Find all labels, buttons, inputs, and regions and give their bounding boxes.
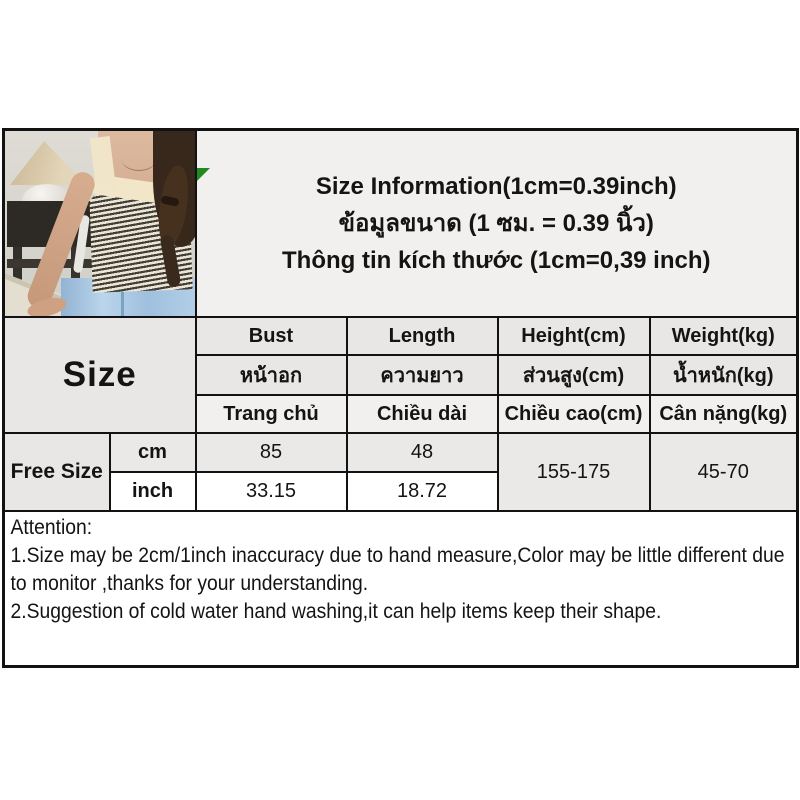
green-corner-flag-icon <box>197 168 210 181</box>
length-inch-value: 18.72 <box>345 471 499 512</box>
bust-cm-value: 85 <box>194 432 348 473</box>
header-bust-vi: Trang chủ <box>194 394 348 434</box>
header-height-vi: Chiều cao(cm) <box>496 394 651 434</box>
header-length-en: Length <box>345 316 499 356</box>
attention-note: Attention: 1.Size may be 2cm/1inch inacc… <box>6 513 796 626</box>
unit-label-inch: inch <box>108 471 197 512</box>
size-information-table: Size Information(1cm=0.39inch) ข้อมูลขนา… <box>2 128 800 668</box>
length-cm-value: 48 <box>345 432 499 473</box>
bust-inch-value: 33.15 <box>194 471 348 512</box>
unit-label-cm: cm <box>108 432 197 473</box>
header-bust-th: หน้าอก <box>194 354 348 396</box>
weight-range-value: 45-70 <box>648 432 799 512</box>
header-weight-en: Weight(kg) <box>648 316 799 356</box>
title-line-th: ข้อมูลขนาด (1 ซม. = 0.39 นิ้ว) <box>338 210 654 237</box>
attention-note-cell: Attention: 1.Size may be 2cm/1inch inacc… <box>2 510 799 667</box>
product-photo <box>5 131 194 316</box>
row-label-free-size: Free Size <box>2 432 111 512</box>
jeans-seam <box>121 281 124 316</box>
height-range-value: 155-175 <box>496 432 651 512</box>
header-weight-th: น้ำหนัก(kg) <box>648 354 799 396</box>
size-corner-cell: Size <box>2 316 197 434</box>
header-weight-vi: Cân nặng(kg) <box>648 394 799 434</box>
size-info-title-cell: Size Information(1cm=0.39inch) ข้อมูลขนา… <box>194 128 799 318</box>
attention-line-2: 2.Suggestion of cold water hand washing,… <box>10 600 662 623</box>
attention-line-1: 1.Size may be 2cm/1inch inaccuracy due t… <box>10 544 785 595</box>
header-length-th: ความยาว <box>345 354 499 396</box>
header-bust-en: Bust <box>194 316 348 356</box>
title-line-vi: Thông tin kích thước (1cm=0,39 inch) <box>282 247 711 274</box>
side-table-leg <box>13 247 22 293</box>
attention-heading: Attention: <box>10 516 93 539</box>
header-height-th: ส่วนสูง(cm) <box>496 354 651 396</box>
person-necklace <box>121 145 157 171</box>
header-height-en: Height(cm) <box>496 316 651 356</box>
product-photo-cell <box>2 128 197 318</box>
header-length-vi: Chiều dài <box>345 394 499 434</box>
title-line-en: Size Information(1cm=0.39inch) <box>315 173 677 200</box>
